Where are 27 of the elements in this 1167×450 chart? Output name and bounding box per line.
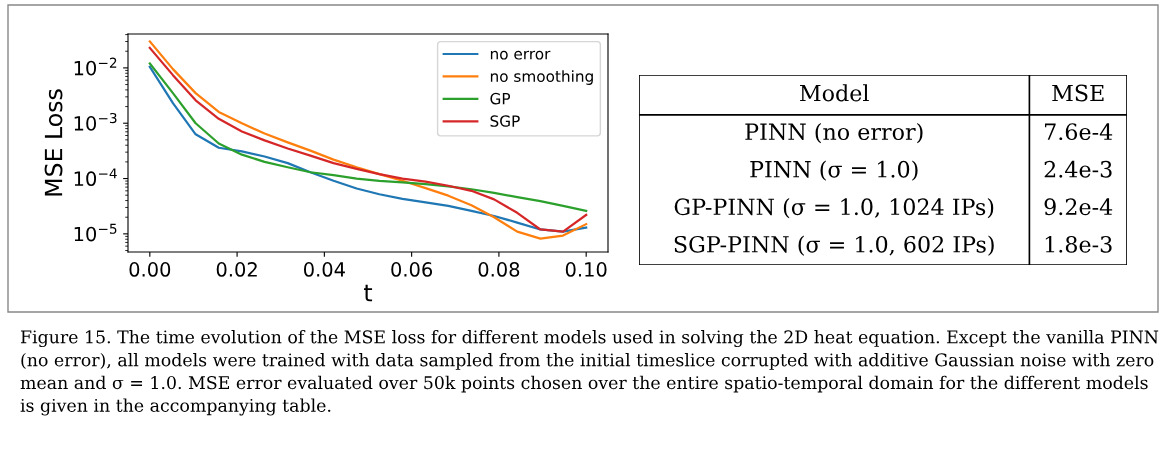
y-tick-label: 10$^{−4}$ xyxy=(74,168,117,187)
caption: Figure 15. The time evolution of the MSE loss for different models used in solving the 2D heat equation. Except the vanilla PINN (no error), all models were trained with data sampled from the initial timeslice corrupted with additive Gaussian noise with zero mean and σ = 1.0. MSE error evaluated over 50k points chosen over the entire spatio-temporal domain for the different models is given in the accompanying table. xyxy=(20,330,1159,416)
text: Model xyxy=(800,84,869,102)
category-label: SGP-PINN (σ = 1.0, 602 IPs) xyxy=(674,235,994,256)
category-label: PINN (no error) xyxy=(745,122,923,144)
x-tick-label: 0.06 xyxy=(391,262,433,277)
legend-label: SGP xyxy=(490,115,520,127)
x-tick-label: 0.00 xyxy=(129,262,171,277)
x-tick-label: 0.02 xyxy=(216,262,257,277)
text: 1.8e-3 xyxy=(1045,235,1112,253)
y-tick-label: 10$^{−2}$ xyxy=(74,57,117,76)
category-label: GP-PINN (σ = 1.0, 1024 IPs) xyxy=(674,197,994,219)
legend-label: no smoothing xyxy=(490,70,593,85)
text: 7.6e-4 xyxy=(1045,123,1113,141)
y-tick-label: 10$^{−5}$ xyxy=(74,223,117,242)
x-tick-label: 0.08 xyxy=(478,262,520,277)
legend-label: GP xyxy=(490,92,511,105)
x-tick-label: 0.04 xyxy=(304,262,345,277)
text: 2.4e-3 xyxy=(1044,160,1112,178)
legend-label: no error xyxy=(490,50,551,60)
x-tick-label: 0.10 xyxy=(565,262,607,277)
x-axis-title: t xyxy=(364,284,373,302)
category-label: PINN (σ = 1.0) xyxy=(750,160,918,181)
y-axis-title: MSE Loss xyxy=(44,89,63,196)
y-tick-label: 10$^{−3}$ xyxy=(74,112,117,131)
text: MSE xyxy=(1052,84,1104,102)
text: 9.2e-4 xyxy=(1044,198,1113,216)
